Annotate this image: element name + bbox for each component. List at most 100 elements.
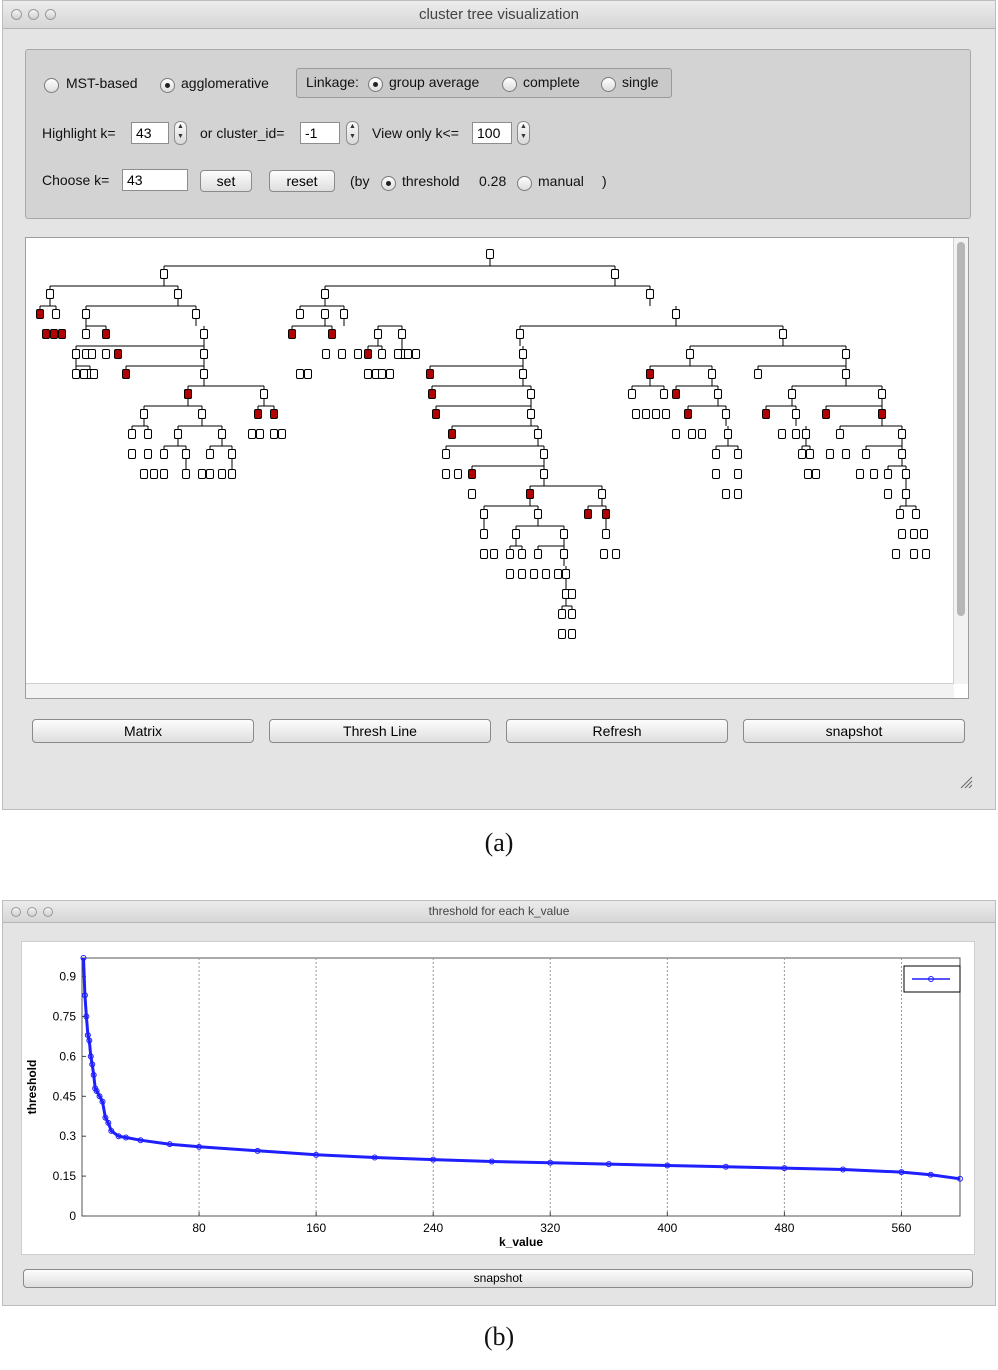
tree-node[interactable] xyxy=(542,569,550,579)
tree-node[interactable] xyxy=(512,529,520,539)
tree-node[interactable] xyxy=(206,469,214,479)
tree-node[interactable] xyxy=(468,489,476,499)
tree-canvas[interactable] xyxy=(25,237,969,699)
tree-node[interactable] xyxy=(490,549,498,559)
tree-node[interactable] xyxy=(519,369,527,379)
tree-node[interactable] xyxy=(898,529,906,539)
tree-node[interactable] xyxy=(892,549,900,559)
tree-node[interactable] xyxy=(558,609,566,619)
resize-grip-icon[interactable] xyxy=(959,775,973,789)
tree-node[interactable] xyxy=(652,409,660,419)
tree-node[interactable] xyxy=(516,329,524,339)
cluster-id-input[interactable] xyxy=(300,122,340,144)
tree-node[interactable] xyxy=(454,469,462,479)
tree-node[interactable] xyxy=(150,469,158,479)
tree-node[interactable] xyxy=(534,429,542,439)
tree-node[interactable] xyxy=(896,509,904,519)
tree-node[interactable] xyxy=(779,329,787,339)
tree-node[interactable] xyxy=(140,409,148,419)
tree-node[interactable] xyxy=(480,509,488,519)
tree-node[interactable] xyxy=(698,429,706,439)
tree-node[interactable] xyxy=(174,289,182,299)
tree-node[interactable] xyxy=(804,469,812,479)
tree-node-highlighted[interactable] xyxy=(58,329,66,339)
tree-node-highlighted[interactable] xyxy=(822,409,830,419)
tree-node[interactable] xyxy=(540,469,548,479)
tree-node[interactable] xyxy=(260,389,268,399)
tree-node[interactable] xyxy=(792,429,800,439)
tree-node[interactable] xyxy=(688,429,696,439)
tree-node[interactable] xyxy=(600,549,608,559)
tree-node-highlighted[interactable] xyxy=(602,509,610,519)
tree-node[interactable] xyxy=(812,469,820,479)
tree-node[interactable] xyxy=(722,489,730,499)
tree-node[interactable] xyxy=(90,369,98,379)
tree-node-highlighted[interactable] xyxy=(328,329,336,339)
reset-button[interactable]: reset xyxy=(269,170,335,192)
tree-node[interactable] xyxy=(611,269,619,279)
tree-node[interactable] xyxy=(80,369,88,379)
tree-node[interactable] xyxy=(902,469,910,479)
zoom-window-button-b[interactable] xyxy=(43,906,53,917)
tree-node[interactable] xyxy=(902,489,910,499)
view-only-stepper[interactable]: ▲ ▼ xyxy=(517,121,530,145)
tree-node[interactable] xyxy=(321,289,329,299)
cluster-id-stepper[interactable]: ▲ ▼ xyxy=(346,121,359,145)
tree-node[interactable] xyxy=(200,369,208,379)
tree-node[interactable] xyxy=(612,549,620,559)
tree-node-highlighted[interactable] xyxy=(646,369,654,379)
tree-node[interactable] xyxy=(72,369,80,379)
tree-node[interactable] xyxy=(518,549,526,559)
mst-based-radio[interactable] xyxy=(44,78,59,93)
tree-node-highlighted[interactable] xyxy=(878,409,886,419)
tree-node[interactable] xyxy=(256,429,264,439)
tree-node-highlighted[interactable] xyxy=(36,309,44,319)
tree-node[interactable] xyxy=(322,349,330,359)
tree-node[interactable] xyxy=(72,349,80,359)
threshold-radio[interactable] xyxy=(381,176,396,191)
tree-node[interactable] xyxy=(898,449,906,459)
tree-node[interactable] xyxy=(518,569,526,579)
tree-node-highlighted[interactable] xyxy=(122,369,130,379)
tree-node[interactable] xyxy=(660,389,668,399)
tree-node[interactable] xyxy=(228,469,236,479)
tree-node[interactable] xyxy=(200,349,208,359)
tree-node[interactable] xyxy=(338,349,346,359)
tree-node[interactable] xyxy=(558,629,566,639)
tree-node[interactable] xyxy=(296,309,304,319)
minimize-window-button[interactable] xyxy=(28,9,39,20)
tree-node[interactable] xyxy=(778,429,786,439)
thresh-line-button[interactable]: Thresh Line xyxy=(269,719,491,743)
tree-node[interactable] xyxy=(560,549,568,559)
tree-node-highlighted[interactable] xyxy=(448,429,456,439)
choose-k-input[interactable] xyxy=(122,169,188,191)
vertical-scrollbar-thumb[interactable] xyxy=(957,242,965,616)
tree-node[interactable] xyxy=(734,489,742,499)
tree-node[interactable] xyxy=(404,349,412,359)
tree-node[interactable] xyxy=(364,369,372,379)
tree-node[interactable] xyxy=(912,509,920,519)
tree-node[interactable] xyxy=(486,249,494,259)
tree-node[interactable] xyxy=(798,449,806,459)
tree-node-highlighted[interactable] xyxy=(584,509,592,519)
tree-node[interactable] xyxy=(278,429,286,439)
tree-node[interactable] xyxy=(712,449,720,459)
tree-node[interactable] xyxy=(200,329,208,339)
tree-node[interactable] xyxy=(304,369,312,379)
tree-node-highlighted[interactable] xyxy=(254,409,262,419)
tree-node[interactable] xyxy=(560,529,568,539)
tree-node[interactable] xyxy=(140,469,148,479)
tree-node[interactable] xyxy=(632,409,640,419)
close-window-button[interactable] xyxy=(11,9,22,20)
tree-node-highlighted[interactable] xyxy=(288,329,296,339)
tree-node-highlighted[interactable] xyxy=(762,409,770,419)
manual-radio[interactable] xyxy=(517,176,532,191)
minimize-window-button-b[interactable] xyxy=(27,906,37,917)
tree-node[interactable] xyxy=(82,329,90,339)
tree-node[interactable] xyxy=(248,429,256,439)
tree-node[interactable] xyxy=(144,429,152,439)
tree-node[interactable] xyxy=(568,589,576,599)
tree-node[interactable] xyxy=(870,469,878,479)
tree-node[interactable] xyxy=(884,469,892,479)
tree-node[interactable] xyxy=(686,349,694,359)
